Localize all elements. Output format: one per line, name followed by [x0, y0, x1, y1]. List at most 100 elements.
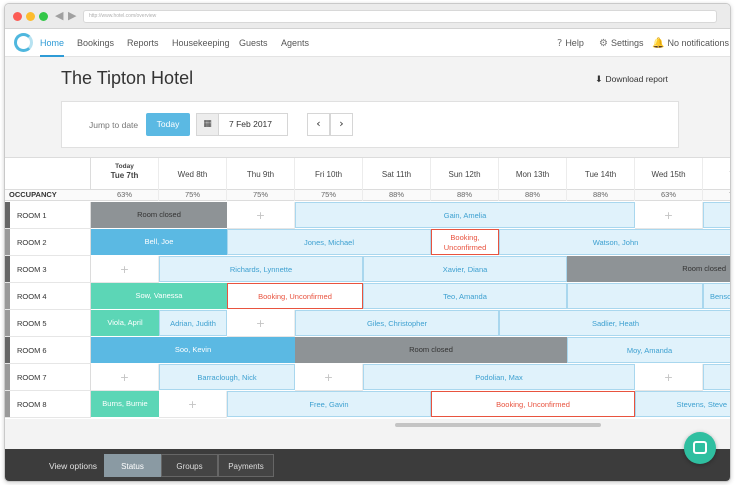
maximize-window-icon[interactable] — [39, 12, 48, 21]
booking-block[interactable]: Sow, Vanessa — [91, 283, 227, 309]
day-label: Mon 13th — [515, 170, 550, 179]
booking-block[interactable]: Giles, Christopher — [295, 310, 499, 336]
help-link[interactable]: ? Help — [557, 29, 584, 57]
grid-corner — [5, 158, 91, 189]
booking-block[interactable] — [703, 364, 730, 390]
add-booking-cell[interactable]: + — [227, 202, 295, 229]
tab-status[interactable]: Status — [104, 454, 161, 477]
day-header: Sat 11th — [363, 158, 431, 189]
notifications-link[interactable]: 🔔 No notifications — [652, 29, 729, 57]
add-booking-cell[interactable]: + — [295, 364, 363, 391]
booking-block[interactable]: Stevens, Steve — [635, 391, 730, 417]
booking-block[interactable]: Free, Gavin — [227, 391, 431, 417]
tab-payments[interactable]: Payments — [218, 454, 274, 477]
add-booking-cell[interactable]: + — [159, 391, 227, 418]
occupancy-row — [5, 189, 730, 201]
nav-housekeeping[interactable]: Housekeeping — [172, 38, 230, 48]
occupancy-value: 75% — [295, 189, 363, 201]
nav-guests[interactable]: Guests — [239, 38, 268, 48]
room-closed-block[interactable]: Room closed — [91, 202, 227, 228]
add-booking-cell[interactable]: + — [91, 364, 159, 391]
occupancy-value: 88% — [567, 189, 635, 201]
booking-block[interactable]: Moy, Amanda — [567, 337, 730, 363]
day-label: Fri 10th — [314, 170, 343, 179]
room-status-bar — [5, 256, 10, 282]
add-booking-cell[interactable]: + — [635, 364, 703, 391]
chat-button[interactable] — [684, 432, 716, 464]
day-header: Tue 14th — [567, 158, 635, 189]
app-logo[interactable] — [14, 33, 33, 52]
address-bar[interactable]: http://www.hotel.com/overview — [83, 10, 717, 23]
nav-agents[interactable]: Agents — [281, 38, 310, 48]
booking-block[interactable] — [703, 202, 730, 228]
settings-link[interactable]: ⚙ Settings — [599, 29, 644, 57]
day-label: Tue 14th — [584, 170, 617, 179]
room-status-bar — [5, 364, 10, 390]
forward-arrow-icon[interactable]: ▶ — [68, 9, 77, 22]
occupancy-value: 63% — [635, 189, 703, 201]
booking-block[interactable]: Bell, Joe — [91, 229, 227, 255]
day-header: Wed 8th — [159, 158, 227, 189]
today-label: Today — [115, 163, 134, 170]
back-arrow-icon[interactable]: ◀ — [55, 9, 64, 22]
booking-block[interactable]: Jones, Michael — [227, 229, 431, 255]
top-navigation: Home Bookings Reports Housekeeping Guest… — [5, 29, 730, 57]
booking-block[interactable] — [567, 283, 703, 309]
nav-bookings[interactable]: Bookings — [77, 38, 115, 48]
download-report-button[interactable]: ⬇ Download report — [595, 74, 668, 85]
date-input[interactable]: 7 Feb 2017 — [218, 113, 288, 136]
unconfirmed-booking-block[interactable]: Booking, Unconfirmed — [227, 283, 363, 309]
booking-block[interactable]: Podolian, Max — [363, 364, 635, 390]
day-label: Wed 15th — [651, 170, 686, 179]
booking-block[interactable]: Watson, John — [499, 229, 730, 255]
booking-block[interactable]: Sadlier, Heath — [499, 310, 730, 336]
room-closed-block[interactable]: Room closed — [295, 337, 567, 363]
occupancy-value: 88% — [499, 189, 567, 201]
nav-home[interactable]: Home — [40, 29, 65, 57]
booking-block[interactable]: Burns, Burnie — [91, 391, 159, 417]
close-window-icon[interactable] — [13, 12, 22, 21]
day-header: Thu — [703, 158, 731, 189]
nav-reports[interactable]: Reports — [127, 38, 159, 48]
booking-block[interactable]: Richards, Lynnette — [159, 256, 363, 282]
booking-block[interactable]: Soo, Kevin — [91, 337, 295, 363]
booking-block[interactable]: Viola, April — [91, 310, 159, 336]
unconfirmed-booking-block[interactable]: Booking, Unconfirmed — [431, 229, 499, 255]
day-header: Wed 15th — [635, 158, 703, 189]
booking-block[interactable]: Teo, Amanda — [363, 283, 567, 309]
room-status-bar — [5, 337, 10, 363]
unconfirmed-booking-block[interactable]: Booking, Unconfirmed — [431, 391, 635, 417]
today-button[interactable]: Today — [146, 113, 190, 136]
horizontal-scrollbar[interactable] — [395, 423, 601, 427]
gear-icon: ⚙ — [599, 38, 608, 49]
room-label: ROOM 8 — [5, 391, 91, 418]
day-label: Sun 12th — [448, 170, 481, 179]
chat-bubble-icon — [693, 441, 707, 454]
minimize-window-icon[interactable] — [26, 12, 35, 21]
room-status-bar — [5, 283, 10, 309]
next-date-button[interactable]: › — [330, 113, 353, 136]
calendar-icon[interactable]: ▦ — [196, 113, 219, 136]
download-label: Download report — [605, 74, 668, 84]
room-closed-block[interactable]: Room closed — [567, 256, 730, 282]
add-booking-cell[interactable]: + — [227, 310, 295, 337]
room-label: ROOM 3 — [5, 256, 91, 283]
tab-groups[interactable]: Groups — [161, 454, 218, 477]
room-name: ROOM 5 — [17, 319, 47, 328]
day-label: Tue 7th — [110, 171, 139, 180]
booking-block[interactable]: Barraclough, Nick — [159, 364, 295, 390]
booking-block[interactable]: Gain, Amelia — [295, 202, 635, 228]
occupancy-value: 75% — [159, 189, 227, 201]
booking-block[interactable]: Xavier, Diana — [363, 256, 567, 282]
booking-block[interactable]: Adrian, Judith — [159, 310, 227, 336]
add-booking-cell[interactable]: + — [91, 256, 159, 283]
room-name: ROOM 6 — [17, 346, 47, 355]
date-picker-panel: Jump to date Today ▦ 7 Feb 2017 ‹ › — [61, 101, 679, 148]
booking-block[interactable]: Benso — [703, 283, 730, 309]
occupancy-label: OCCUPANCY — [9, 190, 57, 199]
previous-date-button[interactable]: ‹ — [307, 113, 330, 136]
add-booking-cell[interactable]: + — [635, 202, 703, 229]
room-label: ROOM 7 — [5, 364, 91, 391]
day-label: Wed 8th — [177, 170, 208, 179]
room-status-bar — [5, 391, 10, 417]
